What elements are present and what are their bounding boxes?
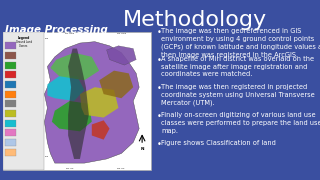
Bar (5, 149, 16, 156)
Bar (5, 91, 16, 98)
Bar (5, 139, 16, 146)
Bar (3, 32, 44, 170)
Text: The image was then registered in projected
coordinate system using Universal Tra: The image was then registered in project… (161, 84, 315, 106)
Polygon shape (44, 42, 139, 163)
Polygon shape (107, 46, 136, 65)
Text: •: • (157, 112, 162, 121)
Text: 3°N: 3°N (44, 156, 49, 157)
Polygon shape (80, 87, 118, 118)
Polygon shape (47, 76, 84, 101)
Text: N: N (140, 147, 144, 150)
Bar (5, 62, 16, 69)
Polygon shape (52, 101, 92, 131)
Text: •: • (157, 28, 162, 37)
Polygon shape (92, 120, 109, 140)
Text: 114°00': 114°00' (117, 168, 126, 169)
Polygon shape (68, 49, 89, 159)
Bar (5, 81, 16, 88)
Bar (5, 110, 16, 117)
Text: Methodology: Methodology (123, 10, 267, 30)
Bar (5, 100, 16, 107)
Text: Image Processing: Image Processing (5, 25, 108, 35)
Polygon shape (50, 53, 99, 80)
Text: Finally on-screen digitizing of various land use
classes were performed to prepa: Finally on-screen digitizing of various … (161, 112, 320, 134)
Bar (5, 120, 16, 127)
Text: •: • (157, 140, 162, 149)
Text: 117°30'E: 117°30'E (65, 33, 75, 34)
Bar (5, 129, 16, 136)
Text: •: • (157, 56, 162, 65)
Bar (5, 71, 16, 78)
Text: Ground Land
Classes: Ground Land Classes (16, 40, 32, 48)
Text: Figure shows Classification of land: Figure shows Classification of land (161, 140, 276, 146)
Text: 117°30': 117°30' (65, 168, 74, 169)
Text: Legend: Legend (18, 36, 30, 40)
Text: 114°00'E: 114°00'E (116, 33, 126, 34)
Polygon shape (99, 71, 133, 98)
Text: 4°N: 4°N (44, 38, 49, 39)
Text: •: • (157, 84, 162, 93)
Bar (3, 32, 151, 170)
Bar (5, 42, 16, 49)
Bar (5, 52, 16, 59)
Text: A shapefile of Miri district was overlaid on the
satellite image after image reg: A shapefile of Miri district was overlai… (161, 56, 314, 78)
Text: The image was then georeferenced in GIS
environment by using 4 ground control po: The image was then georeferenced in GIS … (161, 28, 320, 58)
